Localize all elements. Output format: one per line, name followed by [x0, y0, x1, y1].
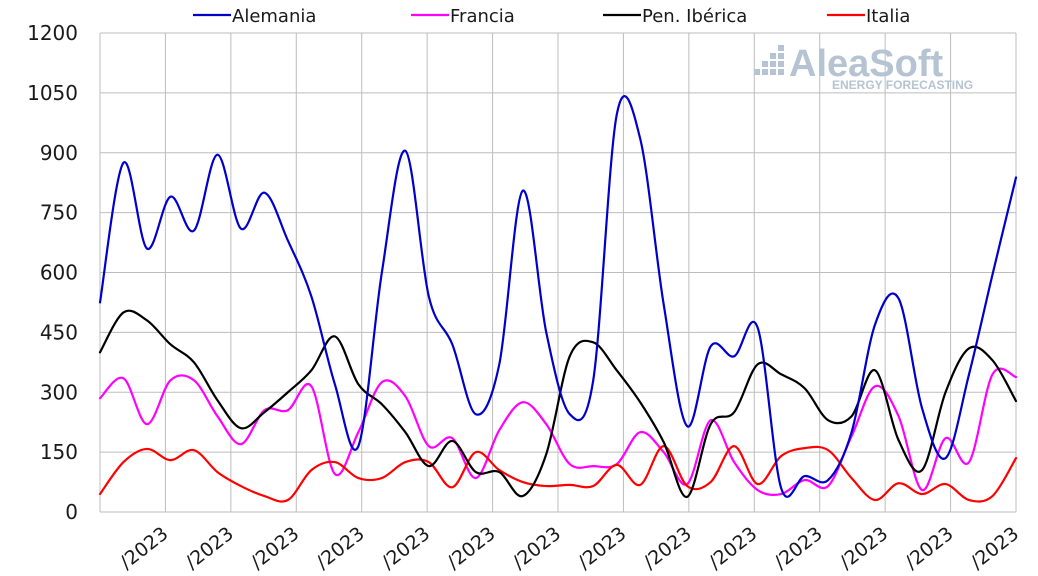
series-line-pen-ib-rica	[98, 309, 1018, 498]
y-tick-label: 150	[40, 440, 78, 464]
y-tick-label: 900	[40, 141, 78, 165]
legend-label-pen-ib-rica: Pen. Ibérica	[642, 6, 747, 27]
x-tick-label: /2023	[443, 523, 500, 574]
y-tick-label: 1050	[27, 81, 78, 105]
x-tick-label: /2023	[705, 523, 762, 574]
y-tick-label: 300	[40, 380, 78, 404]
y-tick-label: 750	[40, 201, 78, 225]
x-tick-label: /2023	[770, 523, 827, 574]
x-tick-label: /2023	[116, 523, 173, 574]
x-tick-label: /2023	[966, 523, 1023, 574]
x-tick-label: /2023	[639, 523, 696, 574]
aleasoft-logo-text: AleaSoft	[789, 43, 943, 85]
series-line-italia	[98, 445, 1018, 503]
series-lines	[98, 95, 1018, 503]
series-line-francia	[98, 367, 1018, 497]
legend-label-alemania: Alemania	[232, 6, 316, 27]
legend-label-francia: Francia	[450, 6, 515, 27]
x-tick-label: /2023	[574, 523, 631, 574]
aleasoft-logo-subtext: ENERGY FORECASTING	[832, 78, 973, 92]
x-tick-label: /2023	[836, 523, 893, 574]
x-tick-label: /2023	[312, 523, 369, 574]
aleasoft-logo-dots-icon	[754, 45, 784, 75]
x-tick-label: /2023	[378, 523, 435, 574]
x-tick-label: /2023	[901, 523, 958, 574]
legend: Alemania Francia Pen. Ibérica Italia	[193, 6, 910, 27]
x-axis: /2023/2023/2023/2023/2023/2023/2023/2023…	[116, 523, 1023, 574]
y-tick-label: 450	[40, 320, 78, 344]
y-axis: 0 150 300 450 600 750 900 1050 1200	[27, 21, 78, 524]
legend-label-italia: Italia	[866, 6, 910, 27]
y-tick-label: 0	[65, 500, 78, 524]
series-line-alemania	[98, 95, 1018, 498]
x-tick-label: /2023	[508, 523, 565, 574]
x-tick-label: /2023	[247, 523, 304, 574]
x-tick-label: /2023	[181, 523, 238, 574]
aleasoft-logo: AleaSoft ENERGY FORECASTING	[754, 43, 973, 92]
y-tick-label: 600	[40, 261, 78, 285]
chart-grid	[99, 32, 1017, 513]
y-tick-label: 1200	[27, 21, 78, 45]
